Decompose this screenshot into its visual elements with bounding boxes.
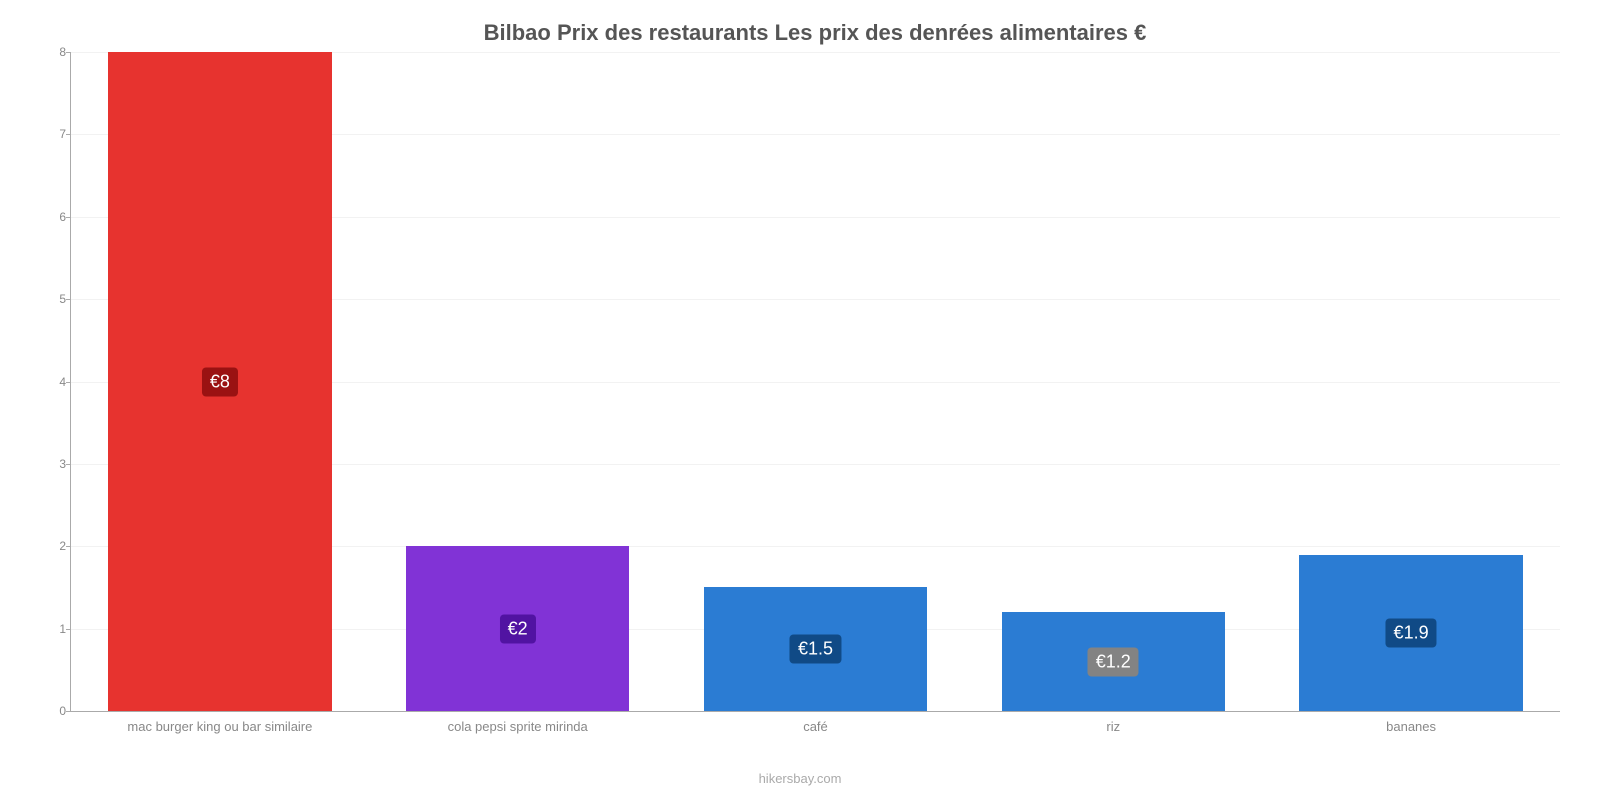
- y-tick-label: 1: [41, 622, 66, 636]
- bar-value-label: €1.2: [1088, 647, 1139, 676]
- x-axis-label: mac burger king ou bar similaire: [71, 711, 369, 734]
- x-axis-label: riz: [964, 711, 1262, 734]
- x-axis-label: bananes: [1262, 711, 1560, 734]
- bar-slot: €2: [369, 52, 667, 711]
- y-tick-label: 0: [41, 704, 66, 718]
- chart-credit: hikersbay.com: [0, 771, 1600, 786]
- bar-slot: €8: [71, 52, 369, 711]
- x-axis-label: cola pepsi sprite mirinda: [369, 711, 667, 734]
- bar-value-label: €1.9: [1386, 618, 1437, 647]
- bar: €1.5: [704, 587, 927, 711]
- bar: €8: [108, 52, 331, 711]
- y-tick-label: 3: [41, 457, 66, 471]
- bar: €1.2: [1002, 612, 1225, 711]
- plot-area: 012345678 €8€2€1.5€1.2€1.9 mac burger ki…: [70, 52, 1560, 712]
- bar: €2: [406, 546, 629, 711]
- x-axis-labels: mac burger king ou bar similairecola pep…: [71, 711, 1560, 734]
- x-axis-label: café: [667, 711, 965, 734]
- y-tick-label: 8: [41, 45, 66, 59]
- y-tick-label: 4: [41, 375, 66, 389]
- y-tick-label: 5: [41, 292, 66, 306]
- bar-slot: €1.5: [667, 52, 965, 711]
- bar-value-label: €1.5: [790, 635, 841, 664]
- bar: €1.9: [1299, 555, 1522, 712]
- bar-value-label: €8: [202, 367, 238, 396]
- y-tick-label: 2: [41, 539, 66, 553]
- y-tick-label: 7: [41, 127, 66, 141]
- bar-slot: €1.9: [1262, 52, 1560, 711]
- bars-container: €8 €2 €1.5 €1.2 €1.9: [71, 52, 1560, 711]
- y-tick-label: 6: [41, 210, 66, 224]
- chart-title: Bilbao Prix des restaurants Les prix des…: [70, 20, 1560, 46]
- bar-value-label: €2: [500, 614, 536, 643]
- price-bar-chart: Bilbao Prix des restaurants Les prix des…: [0, 0, 1600, 800]
- bar-slot: €1.2: [964, 52, 1262, 711]
